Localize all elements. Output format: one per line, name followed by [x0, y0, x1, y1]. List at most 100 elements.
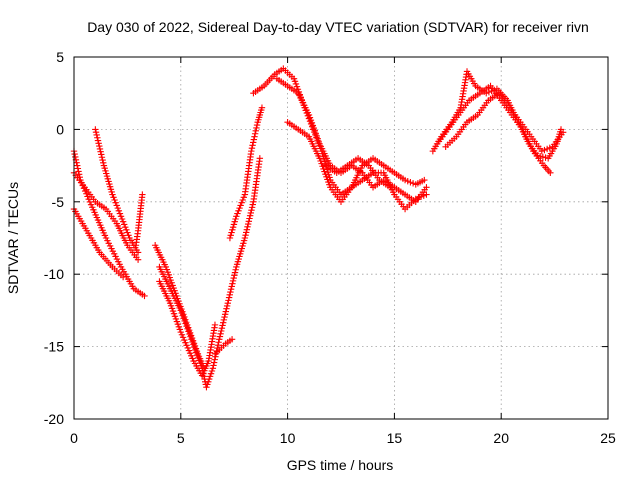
data-point: [114, 204, 121, 212]
data-points: [70, 65, 567, 391]
series-track-14: [322, 155, 394, 191]
data-point: [241, 234, 249, 242]
data-point: [243, 226, 251, 233]
data-point: [227, 286, 235, 293]
chart-title: Day 030 of 2022, Sidereal Day-to-day VTE…: [87, 19, 589, 35]
data-point: [223, 305, 230, 312]
data-point: [141, 292, 148, 300]
data-point: [210, 362, 217, 369]
data-point: [75, 168, 82, 175]
data-point: [248, 206, 255, 214]
data-point: [98, 151, 105, 158]
data-point: [204, 381, 211, 388]
data-point: [211, 321, 219, 329]
data-point: [208, 367, 216, 375]
data-point: [227, 232, 234, 239]
x-tick-label: 10: [280, 430, 296, 446]
data-point: [86, 198, 94, 206]
series-track-11: [250, 65, 428, 198]
data-point: [559, 129, 567, 136]
x-tick-label: 5: [177, 430, 185, 446]
data-point: [242, 229, 250, 236]
data-point: [134, 256, 142, 263]
data-point: [109, 191, 116, 198]
data-point: [92, 128, 100, 136]
data-point: [228, 283, 235, 290]
data-point: [248, 145, 256, 152]
data-point: [93, 131, 100, 139]
data-point: [249, 142, 256, 149]
data-point: [115, 207, 123, 215]
data-point: [96, 142, 103, 150]
data-point: [228, 336, 236, 343]
data-point: [229, 226, 236, 234]
plot-frame: [73, 56, 609, 420]
data-point: [221, 311, 229, 318]
data-point: [238, 199, 245, 206]
data-point: [229, 277, 237, 285]
data-point: [227, 288, 234, 296]
data-point: [75, 171, 83, 178]
data-point: [239, 196, 246, 204]
data-point: [232, 266, 239, 273]
data-point: [134, 249, 142, 256]
data-point: [248, 147, 255, 155]
series-track-5: [132, 191, 146, 249]
data-point: [231, 218, 238, 225]
data-point: [96, 145, 104, 153]
data-point: [207, 370, 215, 377]
series-track-10: [226, 104, 266, 242]
data-point: [116, 210, 124, 217]
y-axis-label: SDTVAR / TECUs: [5, 182, 21, 294]
data-point: [423, 191, 430, 198]
series-track-13: [284, 118, 430, 213]
data-point: [225, 294, 233, 301]
data-point: [94, 137, 102, 144]
data-point: [421, 176, 428, 184]
series-track-17: [442, 90, 567, 155]
data-point: [205, 378, 212, 385]
data-point: [233, 213, 240, 220]
data-point: [111, 196, 118, 204]
data-point: [205, 375, 213, 383]
y-tick-label: -20: [44, 411, 64, 427]
grid: [74, 57, 608, 419]
data-point: [216, 336, 223, 343]
data-point: [123, 226, 130, 234]
data-point: [224, 299, 231, 307]
data-point: [248, 204, 256, 211]
series-track-8: [151, 242, 208, 372]
data-point: [221, 313, 228, 321]
data-point: [229, 280, 236, 287]
data-point: [217, 330, 224, 337]
x-tick-label: 20: [493, 430, 509, 446]
data-point: [100, 159, 107, 167]
y-tick-label: -5: [52, 194, 65, 210]
y-tick-label: -15: [44, 339, 64, 355]
data-point: [253, 124, 260, 132]
data-point: [124, 229, 131, 236]
series-track-3: [70, 205, 127, 281]
data-point: [230, 221, 238, 228]
y-tick-label: -10: [44, 266, 64, 282]
data-point: [423, 184, 430, 191]
x-tick-label: 15: [387, 430, 403, 446]
data-point: [253, 121, 261, 129]
data-point: [232, 215, 239, 223]
data-point: [74, 165, 82, 172]
data-point: [242, 232, 249, 239]
x-tick-label: 0: [70, 430, 78, 446]
axis-ticks: 0 5 10 15 20 25 5 0 -5 -10 -15 -20: [44, 49, 616, 446]
data-point: [219, 322, 226, 329]
data-point: [229, 223, 237, 231]
data-point: [118, 215, 126, 223]
data-point: [216, 333, 224, 340]
data-point: [250, 139, 257, 146]
series-track-2: [70, 169, 142, 263]
series-track-7: [156, 278, 219, 379]
data-point: [97, 148, 104, 155]
data-point: [209, 365, 217, 372]
data-point: [125, 232, 132, 239]
data-point: [119, 218, 127, 225]
